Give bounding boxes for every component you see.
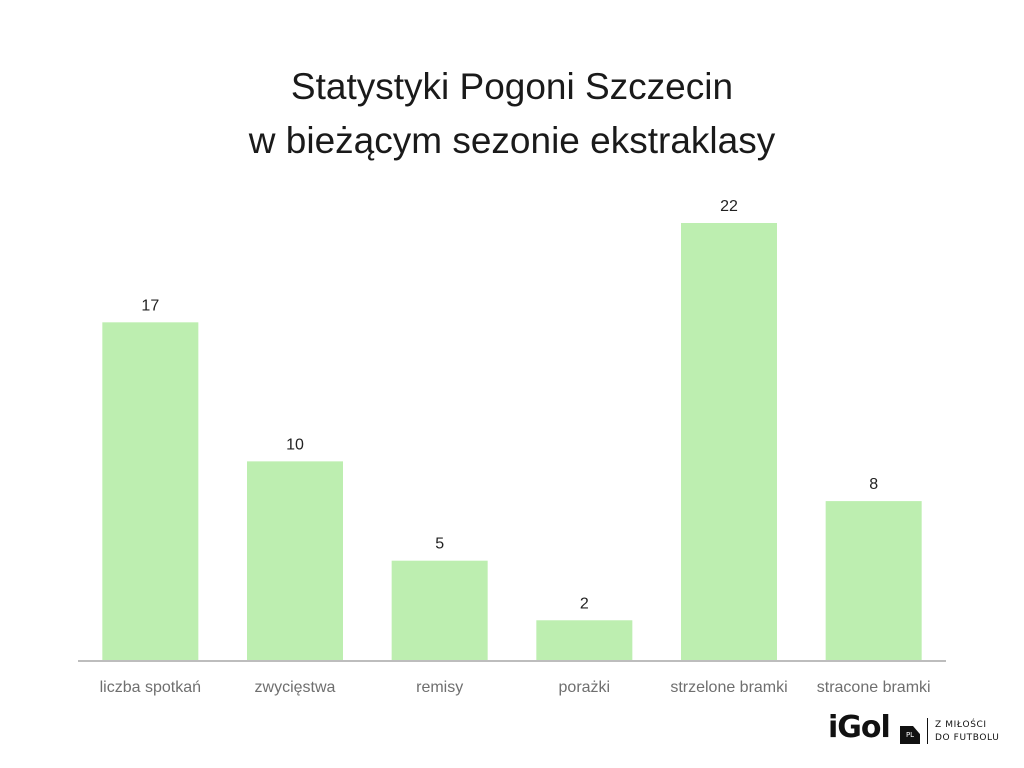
chart-title-line-1: Statystyki Pogoni Szczecin: [290, 66, 734, 107]
value-label-2: 5: [435, 536, 444, 553]
category-label-3: porażki: [559, 679, 611, 696]
bar-1: [247, 461, 343, 660]
value-label-5: 8: [869, 476, 878, 493]
logo-badge-icon: PL: [900, 726, 920, 744]
category-label-1: zwycięstwa: [255, 679, 336, 696]
bar-5: [825, 501, 922, 660]
chart-title-line-2: w bieżącym sezonie ekstraklasy: [248, 120, 776, 161]
category-label-4: strzelone bramki: [670, 679, 787, 696]
value-label-0: 17: [141, 297, 159, 314]
category-label-5: stracone bramki: [817, 679, 931, 696]
chart-title: Statystyki Pogoni Szczecin w bieżącym se…: [0, 60, 1024, 168]
logo-divider: [927, 718, 928, 744]
category-label-2: remisy: [416, 679, 463, 696]
bar-2: [391, 560, 488, 660]
bar-3: [536, 620, 633, 660]
igol-logo: iGol PL Z MIŁOŚCI DO FUTBOLU: [828, 710, 1008, 750]
logo-tagline-line-1: Z MIŁOŚCI: [935, 720, 987, 730]
logo-tagline-line-2: DO FUTBOLU: [935, 733, 1000, 743]
logo-wordmark: iGol: [828, 710, 891, 745]
value-label-1: 10: [286, 436, 304, 453]
bar-4: [681, 223, 777, 660]
category-label-0: liczba spotkań: [100, 679, 201, 696]
bar-0: [102, 322, 199, 660]
value-label-4: 22: [720, 198, 738, 215]
value-label-3: 2: [580, 595, 589, 612]
logo-tagline: Z MIŁOŚCI DO FUTBOLU: [935, 719, 999, 745]
